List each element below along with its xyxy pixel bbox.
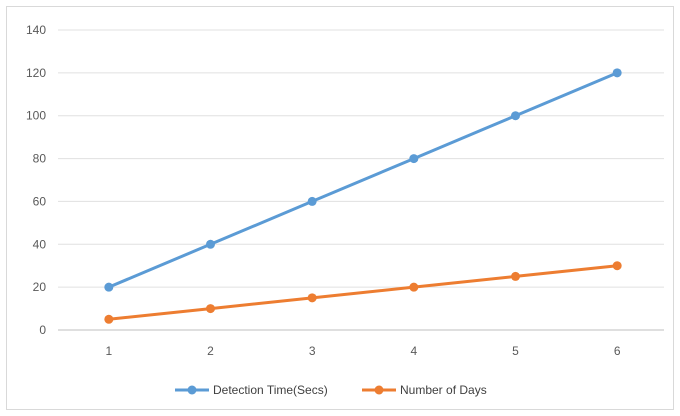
data-point (612, 261, 622, 271)
y-tick-label: 120 (26, 66, 46, 80)
series-1 (104, 68, 622, 292)
legend-item: Detection Time(Secs) (175, 383, 328, 397)
y-tick-label: 0 (39, 323, 46, 337)
y-tick-label: 40 (33, 237, 47, 251)
data-point (307, 293, 317, 303)
data-point (104, 282, 114, 292)
x-tick-label: 6 (614, 344, 621, 358)
data-point (409, 154, 419, 164)
data-point (206, 239, 215, 249)
data-point (511, 271, 520, 281)
data-point (104, 314, 114, 324)
series-2 (104, 261, 622, 324)
legend: Detection Time(Secs) Number of Days (175, 383, 487, 397)
x-tick-label: 3 (309, 344, 316, 358)
gridlines (58, 29, 664, 288)
x-tick-label: 1 (105, 344, 112, 358)
y-tick-label: 60 (33, 194, 47, 208)
legend-label: Number of Days (400, 383, 487, 397)
y-tick-label: 140 (26, 23, 46, 37)
legend-label: Detection Time(Secs) (213, 383, 328, 397)
data-point (206, 304, 215, 314)
x-tick-label: 5 (512, 344, 519, 358)
y-axis-tick-labels: 0 20 40 60 80 100 120 140 (26, 23, 46, 337)
data-point (511, 111, 520, 121)
series-layer (104, 68, 622, 324)
legend-item: Number of Days (362, 383, 487, 397)
y-tick-label: 80 (33, 152, 47, 166)
series-line (107, 71, 619, 289)
y-tick-label: 20 (33, 280, 47, 294)
legend-swatch-marker (187, 385, 197, 395)
legend-swatch-marker (374, 385, 384, 395)
y-tick-label: 100 (26, 109, 46, 123)
x-tick-label: 4 (410, 344, 417, 358)
x-axis-tick-labels: 1 2 3 4 5 6 (105, 344, 620, 358)
x-tick-label: 2 (207, 344, 214, 358)
data-point (307, 196, 317, 206)
series-line (107, 264, 619, 321)
data-point (612, 68, 622, 78)
data-point (409, 282, 419, 292)
